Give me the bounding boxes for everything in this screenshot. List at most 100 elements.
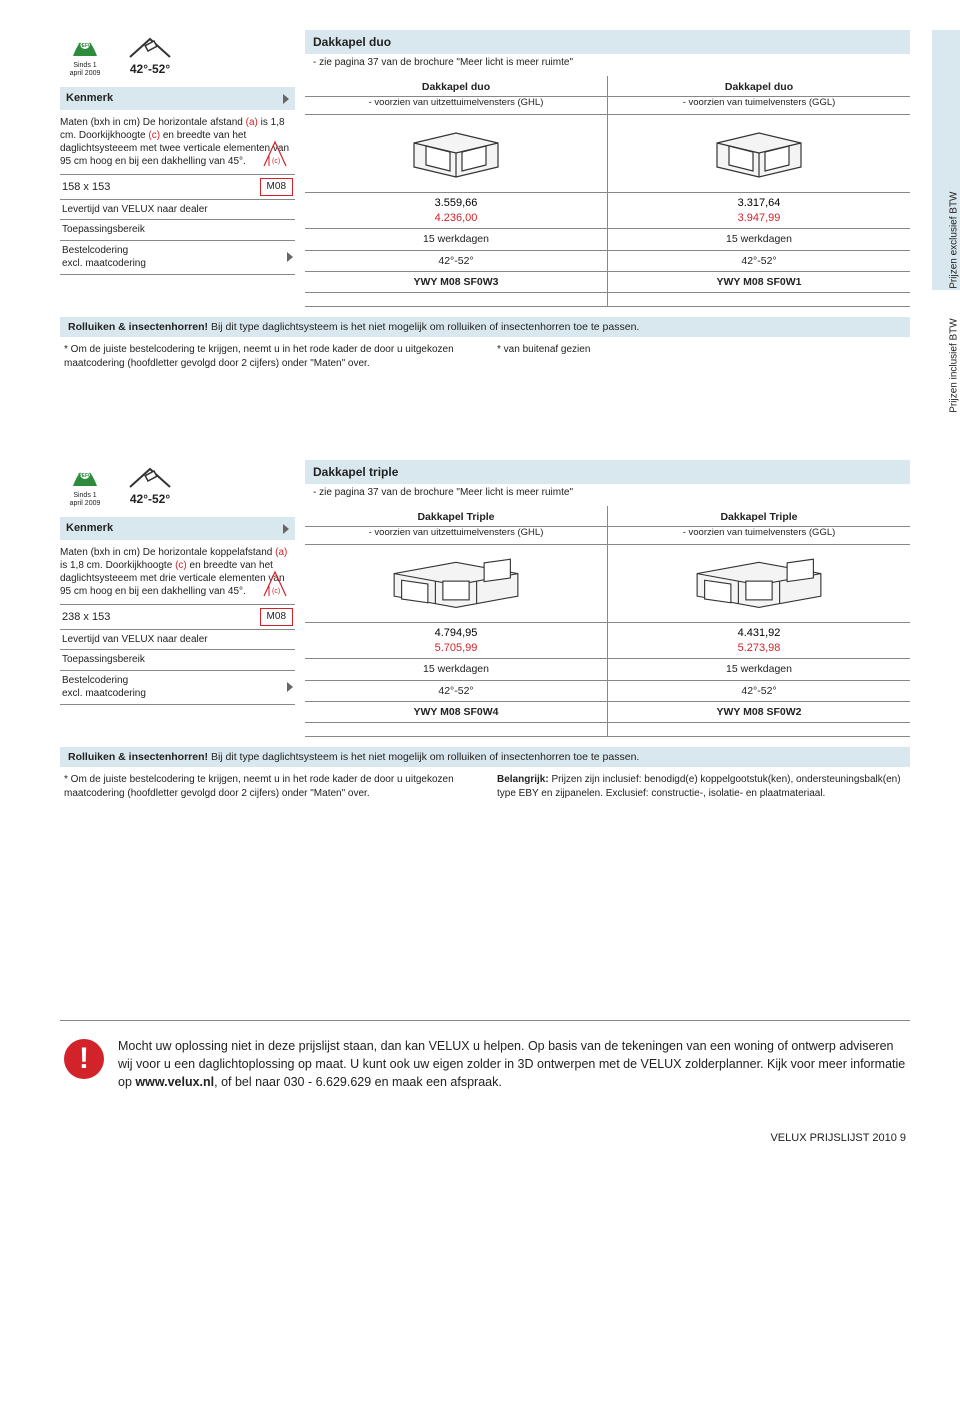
price-excl: 4.794,95 (305, 626, 607, 641)
pefc-logo: PEFC Sinds 1 april 2009 (60, 30, 110, 77)
toe-cell: 42°-52° (305, 251, 607, 272)
col-sub: - voorzien van tuimelvensters (GGL) (608, 97, 910, 115)
product-title: Dakkapel triple (305, 460, 910, 484)
pefc-date: april 2009 (60, 70, 110, 78)
arrow-icon (283, 524, 289, 534)
price-cell: 3.559,66 4.236,00 (305, 193, 607, 230)
arrow-icon (283, 94, 289, 104)
desc-mid: is 1,8 cm. Doorkijkhoogte (60, 560, 175, 571)
col-head: Dakkapel duo (608, 76, 910, 97)
toe-cell: 42°-52° (305, 681, 607, 702)
price-legend: Prijzen exclusief BTW Prijzen inclusief … (938, 270, 954, 413)
arrow-icon (287, 252, 293, 262)
pefc-since: Sinds 1 (60, 492, 110, 500)
footnote-2: Belangrijk: Prijzen zijn inclusief: beno… (497, 773, 906, 800)
alert-url: www.velux.nl (135, 1075, 214, 1089)
variant-col-ggl: Dakkapel duo - voorzien van tuimelvenste… (607, 76, 910, 307)
price-cell: 4.794,95 5.705,99 (305, 623, 607, 660)
size-code: M08 (260, 608, 293, 626)
price-excl: 3.317,64 (608, 196, 910, 211)
desc-text: Maten (bxh in cm) De horizontale afstand (60, 117, 246, 128)
alert-icon: ! (64, 1039, 104, 1079)
note-rest: Bij dit type daglichtsysteem is het niet… (208, 751, 639, 763)
price-incl: 3.947,99 (608, 211, 910, 226)
size-row: 238 x 153 M08 (60, 604, 295, 630)
footnote-1: * Om de juiste bestelcodering te krijgen… (64, 773, 473, 800)
col-head: Dakkapel duo (305, 76, 607, 97)
note-rest: Bij dit type daglichtsysteem is het niet… (208, 321, 639, 333)
empty-cell (608, 723, 910, 737)
bestel-label1: Bestelcodering (62, 244, 146, 258)
size-row: 158 x 153 M08 (60, 174, 295, 200)
variant-col-ghl: Dakkapel Triple - voorzien van uitzettui… (305, 506, 607, 737)
product-image (305, 115, 607, 193)
code-cell: YWY M08 SF0W2 (608, 702, 910, 723)
svg-text:(c): (c) (272, 158, 280, 165)
lev-cell: 15 werkdagen (305, 659, 607, 680)
product-subref: - zie pagina 37 van de brochure "Meer li… (305, 484, 910, 506)
levertijd-label: Levertijd van VELUX naar dealer (60, 630, 295, 651)
description: Maten (bxh in cm) De horizontale afstand… (60, 114, 295, 174)
empty-cell (305, 293, 607, 307)
dimension-icon: (c) (261, 566, 289, 600)
col-sub: - voorzien van uitzettuimelvensters (GHL… (305, 97, 607, 115)
pefc-logo: PEFC Sinds 1 april 2009 (60, 460, 110, 507)
price-incl: 4.236,00 (305, 211, 607, 226)
footnote-2: * van buitenaf gezien (497, 343, 906, 370)
footnote-2-rest: Prijzen zijn inclusief: benodigd(e) kopp… (497, 774, 901, 799)
product-image (608, 545, 910, 623)
kenmerk-header: Kenmerk (60, 87, 295, 110)
price-incl: 5.273,98 (608, 641, 910, 656)
empty-cell (305, 723, 607, 737)
code-cell: YWY M08 SF0W3 (305, 272, 607, 293)
pefc-date: april 2009 (60, 500, 110, 508)
price-incl: 5.705,99 (305, 641, 607, 656)
arrow-icon (287, 682, 293, 692)
variant-col-ggl: Dakkapel Triple - voorzien van tuimelven… (607, 506, 910, 737)
dimension-icon: (c) (261, 136, 289, 170)
kenmerk-label: Kenmerk (66, 521, 113, 536)
alert-box: ! Mocht uw oplossing niet in deze prijsl… (60, 1037, 910, 1091)
col-sub: - voorzien van tuimelvensters (GGL) (608, 527, 910, 545)
svg-text:PEFC: PEFC (78, 473, 92, 479)
code-cell: YWY M08 SF0W4 (305, 702, 607, 723)
bestel-label1: Bestelcodering (62, 674, 146, 688)
legend-incl: Prijzen inclusief BTW (947, 318, 960, 412)
note-bar: Rolluiken & insectenhorren! Bij dit type… (60, 317, 910, 337)
lev-cell: 15 werkdagen (305, 229, 607, 250)
alert-text2: , of bel naar 030 - 6.629.629 en maak ee… (214, 1075, 502, 1089)
empty-cell (608, 293, 910, 307)
bestel-label2: excl. maatcodering (62, 257, 146, 271)
desc-c: (c) (148, 130, 160, 141)
product-duo: PEFC Sinds 1 april 2009 42°-52° Kenmerk … (60, 30, 910, 307)
desc-a: (a) (246, 117, 258, 128)
toe-cell: 42°-52° (608, 251, 910, 272)
lev-cell: 15 werkdagen (608, 229, 910, 250)
toepassing-label: Toepassingsbereik (60, 220, 295, 241)
legend-excl: Prijzen exclusief BTW (947, 192, 960, 289)
toepassing-label: Toepassingsbereik (60, 650, 295, 671)
note-bold: Rolluiken & insectenhorren! (68, 321, 208, 333)
pitch-icon: 42°-52° (128, 465, 172, 507)
pefc-since: Sinds 1 (60, 62, 110, 70)
product-subref: - zie pagina 37 van de brochure "Meer li… (305, 54, 910, 76)
size-value: 238 x 153 (62, 610, 110, 625)
pitch-icon: 42°-52° (128, 35, 172, 77)
price-excl: 4.431,92 (608, 626, 910, 641)
description: Maten (bxh in cm) De horizontale koppela… (60, 544, 295, 604)
desc-text: Maten (bxh in cm) De horizontale koppela… (60, 547, 275, 558)
divider (60, 1020, 910, 1021)
col-head: Dakkapel Triple (608, 506, 910, 527)
product-triple: PEFC Sinds 1 april 2009 42°-52° Kenmerk … (60, 460, 910, 737)
product-title: Dakkapel duo (305, 30, 910, 54)
alert-text: Mocht uw oplossing niet in deze prijslij… (118, 1037, 906, 1091)
footnote-2-bold: Belangrijk: (497, 774, 549, 785)
variant-col-ghl: Dakkapel duo - voorzien van uitzettuimel… (305, 76, 607, 307)
pitch-label: 42°-52° (130, 491, 170, 507)
price-cell: 4.431,92 5.273,98 (608, 623, 910, 660)
desc-a: (a) (275, 547, 287, 558)
size-code: M08 (260, 178, 293, 196)
kenmerk-label: Kenmerk (66, 91, 113, 106)
footnote-1: * Om de juiste bestelcodering te krijgen… (64, 343, 473, 370)
toe-cell: 42°-52° (608, 681, 910, 702)
